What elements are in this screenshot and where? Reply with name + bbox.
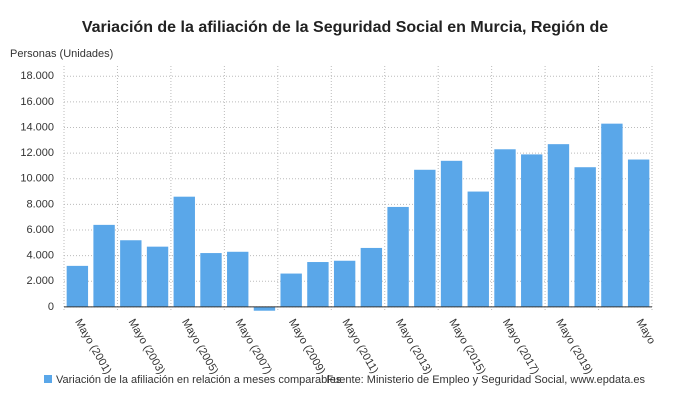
x-tick-label: Mayo (2013): [393, 317, 434, 376]
y-tick-label: 0: [48, 301, 54, 313]
y-tick-label: 6.000: [26, 224, 54, 236]
x-tick-label: Mayo (2019): [553, 317, 594, 376]
bar: [280, 273, 302, 307]
legend-swatch: [44, 375, 52, 383]
bar: [360, 247, 383, 307]
x-tick-label: Mayo (2001): [72, 317, 113, 376]
bar: [467, 191, 489, 307]
source: Fuente: Ministerio de Empleo y Seguridad…: [326, 374, 645, 386]
x-tick-label: Mayo: [634, 317, 658, 346]
x-tick-label: Mayo (2015): [446, 317, 487, 376]
bar: [173, 196, 195, 307]
bar: [440, 160, 463, 307]
x-tick-label: Mayo (2011): [340, 317, 381, 376]
y-tick-label: 8.000: [26, 198, 54, 210]
chart-title: Variación de la afiliación de la Segurid…: [82, 19, 608, 36]
legend-label: Variación de la afiliación en relación a…: [56, 374, 342, 386]
bar: [120, 240, 142, 307]
x-tick-label: Mayo (2017): [500, 317, 541, 376]
x-tick-label: Mayo (2009): [286, 317, 327, 376]
y-tick-label: 18.000: [20, 70, 54, 82]
y-axis-label: Personas (Unidades): [10, 48, 113, 60]
bar: [146, 246, 169, 307]
bar: [93, 224, 115, 307]
bar: [521, 154, 543, 307]
bar: [627, 159, 650, 307]
bar: [307, 262, 329, 307]
bar: [601, 123, 623, 307]
y-tick-label: 10.000: [20, 173, 54, 185]
bar: [66, 265, 89, 307]
bar: [574, 167, 596, 307]
y-tick-label: 16.000: [20, 96, 54, 108]
x-tick-label: Mayo (2007): [233, 317, 274, 376]
x-tick-label: Mayo (2005): [179, 317, 220, 376]
bar: [414, 169, 436, 307]
y-tick-label: 12.000: [20, 147, 54, 159]
y-tick-label: 14.000: [20, 121, 54, 133]
bar: [547, 144, 570, 307]
bar: [200, 253, 222, 307]
bar: [253, 306, 276, 311]
bar: [494, 149, 516, 307]
bar: [227, 251, 249, 307]
y-tick-label: 4.000: [26, 250, 54, 262]
y-tick-label: 2.000: [26, 275, 54, 287]
bar: [333, 260, 356, 307]
bar: [387, 206, 409, 307]
x-tick-label: Mayo (2003): [126, 317, 167, 376]
